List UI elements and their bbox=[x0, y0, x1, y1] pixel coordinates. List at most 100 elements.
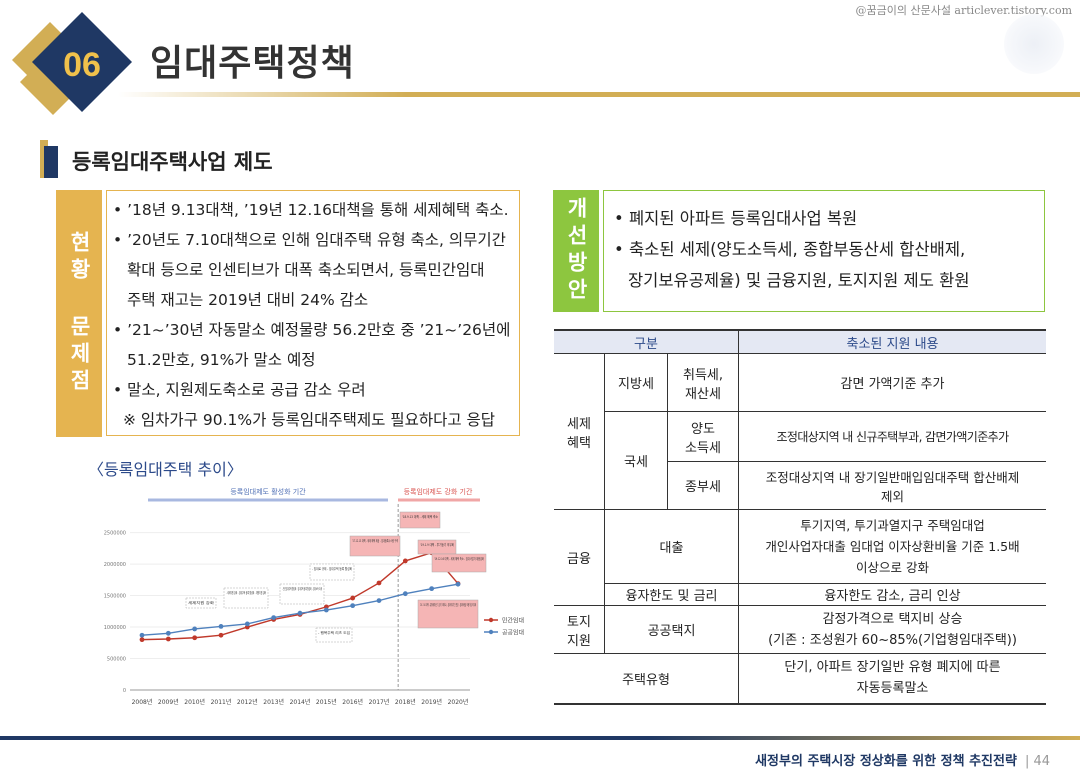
section-subtitle: 등록임대주택사업 제도 bbox=[72, 150, 273, 174]
current-status-label: 현황 문제점 bbox=[56, 190, 102, 437]
annotation-text: '17.12.13 대책 - 세제 혜택 제공 - 임대등록시스템 구축 bbox=[352, 538, 398, 543]
annotation-box bbox=[223, 587, 269, 609]
page-title: 임대주택정책 bbox=[150, 43, 355, 84]
footer-title: 새정부의 주택시장 정상화를 위한 정책 추진전략 bbox=[755, 754, 1017, 769]
annotation-box bbox=[185, 597, 217, 609]
registered-rental-chart: 등록임대제도 활성화 기간 등록임대제도 강화 기간 0 500000 1000000 1… bbox=[104, 487, 524, 706]
table-header-content: 축소된 지원 내용 bbox=[738, 329, 1046, 354]
current-item: 주택 재고는 2019년 대비 24% 감소 bbox=[127, 291, 369, 309]
x-tick-label: 2009년 bbox=[158, 698, 179, 706]
cell-transfer-content: 조정대상지역 내 신규주택부과, 감면가액기준추가 bbox=[738, 411, 1046, 462]
x-tick-label: 2013년 bbox=[263, 698, 284, 706]
series-point bbox=[455, 581, 461, 587]
annotation-box bbox=[315, 627, 353, 643]
header-divider bbox=[118, 92, 1080, 97]
series-point bbox=[271, 615, 277, 620]
current-item: ※ 임차가구 90.1%가 등록임대주택제도 필요하다고 응답 bbox=[123, 411, 496, 429]
y-tick-label: 2500000 bbox=[104, 531, 126, 537]
series-point bbox=[218, 632, 224, 638]
improvement-box: • 폐지된 아파트 등록임대사업 복원 • 축소된 세제(양도소득세, 종합부동… bbox=[603, 190, 1045, 312]
annotation-box bbox=[309, 563, 355, 581]
cell-housing-type: 주택유형 bbox=[554, 653, 739, 705]
improvement-item: • 폐지된 아파트 등록임대사업 복원 bbox=[614, 209, 858, 228]
annotation-text: - 민간임대주택 활성화 - 임대주택 등록 활성화 - 임대소득 과세 bbox=[282, 586, 322, 591]
cell-acq-tax: 취득세, 재산세 bbox=[667, 353, 739, 412]
cell-acq-content: 감면 가액기준 추가 bbox=[738, 353, 1046, 412]
x-tick-label: 2015년 bbox=[316, 698, 337, 706]
x-tick-label: 2014년 bbox=[290, 698, 311, 706]
footer-divider bbox=[0, 736, 1080, 740]
legend-marker bbox=[488, 617, 494, 623]
current-status-label-top: 현황 bbox=[67, 231, 92, 285]
y-tick-label: 2000000 bbox=[104, 562, 126, 568]
annotation-box bbox=[417, 599, 479, 629]
y-tick-label: 500000 bbox=[107, 657, 126, 663]
annotation-text: '20.7.10 대책 - 유형폐지(단기, 장기 아파트) - 임대의무기간 … bbox=[420, 602, 476, 607]
cell-public-land-content: 감정가격으로 택지비 상승 (기존 : 조성원가 60~85%(기업형임대주택)… bbox=[738, 605, 1046, 654]
series-point bbox=[350, 595, 356, 601]
annotation-text: - 행복주택 리츠 도입 bbox=[318, 630, 350, 635]
cell-limit-content: 융자한도 감소, 금리 인상 bbox=[738, 583, 1046, 606]
x-tick-label: 2016년 bbox=[342, 698, 363, 706]
section-number-badge: 06 bbox=[12, 12, 132, 115]
cell-loan: 대출 bbox=[604, 509, 739, 584]
cell-public-land: 공공택지 bbox=[604, 605, 739, 654]
y-tick-label: 1500000 bbox=[104, 594, 126, 600]
series-point bbox=[165, 636, 171, 642]
annotation-text: '19.1.9 대책 - 투기등기 의무화 bbox=[420, 542, 454, 547]
annotation-box bbox=[431, 553, 487, 573]
current-item: 확대 등으로 인센티브가 대폭 축소되면서, 등록민간임대 bbox=[127, 261, 485, 279]
series-point bbox=[218, 624, 224, 629]
section-number: 06 bbox=[63, 46, 101, 84]
page-number: | 44 bbox=[1024, 754, 1050, 769]
improvement-label: 개선방안 bbox=[553, 190, 599, 312]
series-point bbox=[244, 621, 250, 627]
cell-finance: 금융 bbox=[554, 509, 605, 606]
annotation-text: 세제지원 강화 bbox=[188, 600, 215, 605]
improvement-label-text: 개선방안 bbox=[564, 197, 589, 305]
cell-transfer-tax: 양도 소득세 bbox=[667, 411, 739, 462]
annotation-text: - 임대료 규제 - 임대주택 등록 활성화 bbox=[312, 566, 352, 571]
series-point bbox=[297, 610, 303, 616]
cell-limit: 융자한도 및 금리 bbox=[604, 583, 739, 606]
legend-label: 공공임대 bbox=[502, 629, 524, 637]
y-tick-label: 1000000 bbox=[104, 625, 126, 631]
x-tick-label: 2019년 bbox=[421, 698, 442, 706]
series-point bbox=[139, 637, 145, 643]
annotation-box bbox=[399, 511, 441, 529]
table-header-category: 구분 bbox=[554, 329, 739, 354]
x-tick-label: 2011년 bbox=[211, 698, 232, 706]
annotation-box bbox=[279, 583, 325, 605]
cell-loan-content: 투기지역, 투기과열지구 주택임대업 개인사업자대출 임대업 이자상환비율 기준… bbox=[738, 509, 1046, 584]
current-item: 51.2만호, 91%가 말소 예정 bbox=[127, 351, 316, 369]
cell-land: 토지 지원 bbox=[554, 605, 605, 654]
annotation-box bbox=[349, 535, 401, 557]
improvement-item: • 축소된 세제(양도소득세, 종합부동산세 합산배제, bbox=[614, 240, 966, 259]
legend-marker bbox=[488, 629, 494, 635]
subtitle-accent-navy bbox=[44, 146, 58, 178]
cell-tax: 세제 혜택 bbox=[554, 353, 605, 510]
series-point bbox=[376, 580, 382, 586]
series-point bbox=[429, 586, 435, 592]
series-point bbox=[350, 603, 356, 609]
current-status-box: • ’18년 9.13대책, ’19년 12.16대책을 통해 세제혜택 축소.… bbox=[106, 190, 520, 436]
current-status-label-bottom: 문제점 bbox=[67, 315, 92, 396]
cell-comp-tax: 종부세 bbox=[667, 461, 739, 510]
series-point bbox=[323, 607, 329, 613]
x-tick-label: 2018년 bbox=[395, 698, 416, 706]
annotation-text: '18.9.13 대책 - 세제 혜택 축소 bbox=[402, 514, 439, 519]
current-item: • 말소, 지원제도축소로 공급 감소 우려 bbox=[113, 381, 366, 399]
x-tick-label: 2020년 bbox=[448, 698, 469, 706]
current-item: • ’18년 9.13대책, ’19년 12.16대책을 통해 세제혜택 축소. bbox=[113, 201, 509, 219]
series-point bbox=[139, 632, 145, 638]
current-item: • ’21~’30년 자동말소 예정물량 56.2만호 중 ’21~’26년에 bbox=[113, 321, 511, 339]
x-tick-label: 2017년 bbox=[369, 698, 390, 706]
period-label-2: 등록임대제도 강화 기간 bbox=[404, 487, 473, 496]
series-point bbox=[192, 626, 198, 632]
legend-label: 민간임대 bbox=[502, 617, 524, 625]
decorative-seal bbox=[1004, 14, 1064, 74]
x-tick-label: 2012년 bbox=[237, 698, 258, 706]
watermark: @꿈금이의 산문사설 articlever.tistory.com bbox=[855, 4, 1072, 17]
x-tick-label: 2008년 bbox=[132, 698, 153, 706]
cell-housing-content: 단기, 아파트 장기일반 유형 폐지에 따른 자동등록말소 bbox=[738, 653, 1046, 705]
